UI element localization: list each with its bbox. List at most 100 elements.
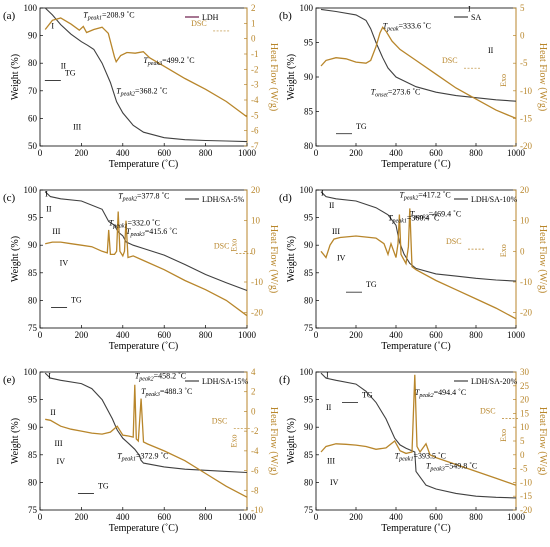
stage-label: I [51,22,54,31]
y2-tick-label: -5 [520,58,528,68]
annotation-value: =332.0 ˚C [128,218,161,227]
annotation-symbol: III [73,122,81,131]
x-tick-label: 800 [199,148,213,158]
y2-tick-label: -10 [520,477,532,487]
y2-tick-label: -15 [520,113,532,123]
y2-tick-label: 0 [520,246,525,256]
annotation-symbol: IV [57,457,66,466]
annotation-symbol: T [141,387,146,396]
annotation-value: =360.4 ˚C [407,213,440,222]
stage-label: III [327,457,335,466]
tg-curve [44,372,248,474]
stage-label: I [468,4,471,13]
y-tick-label: 70 [28,86,38,96]
annotation-value: =499.2 ˚C [162,56,195,65]
y2-tick-label: -6 [251,466,259,476]
peak-annotation: Tpeak1=332.0 ˚C [109,218,160,229]
annotation-symbol: DSC [212,416,228,425]
annotation-subscript: peak3 [147,61,162,67]
x-axis-label: Temperature (˚C) [109,523,179,534]
exo-label: Exo [499,244,508,257]
y-tick-label: 90 [304,72,314,82]
y2-tick-label: -5 [520,464,528,474]
y2-axis-label: Heat Flow (W/g) [268,407,279,475]
x-tick-label: 0 [314,148,319,158]
annotation-value: =469.4 ˚C [429,209,462,218]
peak-annotation: Tpeak2=417.2 ˚C [399,191,450,202]
stage-label: I [48,372,51,381]
stage-label: II [329,201,335,210]
annotation-symbol: TG [71,296,82,305]
tg-label: TG [98,481,109,490]
annotation-symbol: DSC [480,406,496,415]
annotation-subscript: peak1 [112,223,127,229]
y-axis-label: Weight (%) [10,54,21,100]
annotation-subscript: peak2 [403,196,418,202]
y2-axis-label: Heat Flow (W/g) [537,43,548,111]
x-tick-label: 400 [116,330,130,340]
y-tick-label: 85 [28,450,38,460]
y-axis-label: Weight (%) [286,236,297,282]
y-tick-label: 90 [28,422,38,432]
annotation-symbol: I [326,371,329,380]
y2-tick-label: -20 [251,308,263,318]
y2-tick-label: -6 [251,126,259,136]
y2-tick-label: -1 [251,49,259,59]
y2-axis-label: Heat Flow (W/g) [537,225,548,293]
y-tick-label: 80 [304,141,314,151]
annotation-subscript: peak3 [145,392,160,398]
annotation-symbol: IV [337,254,346,263]
tg-label: TG [366,280,377,289]
stage-label: IV [57,457,66,466]
y-tick-label: 80 [28,58,38,68]
peak-annotation: Tpeak3=469.4 ˚C [410,209,461,220]
dsc-label: DSC [191,19,207,28]
peak-annotation: Tpeak3=499.2 ˚C [143,56,194,67]
panel-label: (e) [3,374,16,386]
y2-tick-label: -2 [251,426,259,436]
dsc-curve [45,384,248,498]
x-tick-label: 800 [469,148,483,158]
annotation-value: =273.6 ˚C [388,87,421,96]
x-tick-label: 200 [349,148,363,158]
y-tick-label: 75 [304,323,314,333]
annotation-symbol: T [83,11,88,20]
y-tick-label: 95 [304,395,314,405]
peak-annotation: Tonset=273.6 ˚C [371,87,421,98]
annotation-symbol: I [468,4,471,13]
annotation-value: =549.8 ˚C [445,462,478,471]
x-tick-label: 400 [389,330,403,340]
x-axis-label: Temperature (˚C) [381,159,451,170]
annotation-symbol: I [51,22,54,31]
y2-tick-label: 1 [251,18,256,28]
annotation-symbol: II [61,62,67,71]
y-tick-label: 85 [304,268,314,278]
y2-tick-label: 20 [251,185,261,195]
annotation-value: =458.2 ˚C [154,372,187,381]
y2-tick-label: -10 [251,277,263,287]
y-tick-label: 100 [300,367,314,377]
x-tick-label: 600 [157,148,171,158]
y2-tick-label: 2 [251,387,256,397]
dsc-label: DSC [442,56,458,65]
annotation-symbol: DSC [446,237,462,246]
annotation-symbol: II [50,408,56,417]
peak-annotation: Tpeak3=549.8 ˚C [426,462,477,473]
stage-label: I [45,190,48,199]
stage-label: III [73,122,81,131]
annotation-value: =417.2 ˚C [418,191,451,200]
annotation-symbol: T [143,56,148,65]
dsc-label: DSC [214,242,230,251]
annotation-symbol: T [109,218,114,227]
panel-label: (b) [279,10,292,22]
tg-curve [44,7,248,143]
y2-tick-label: -3 [251,80,259,90]
stage-label: II [46,205,52,214]
plot-frame [315,189,517,329]
x-tick-label: 800 [199,330,213,340]
dsc-curve [45,211,248,317]
tg-label: TG [362,390,373,399]
tg-label: TG [65,69,76,78]
stage-label: IV [337,254,346,263]
